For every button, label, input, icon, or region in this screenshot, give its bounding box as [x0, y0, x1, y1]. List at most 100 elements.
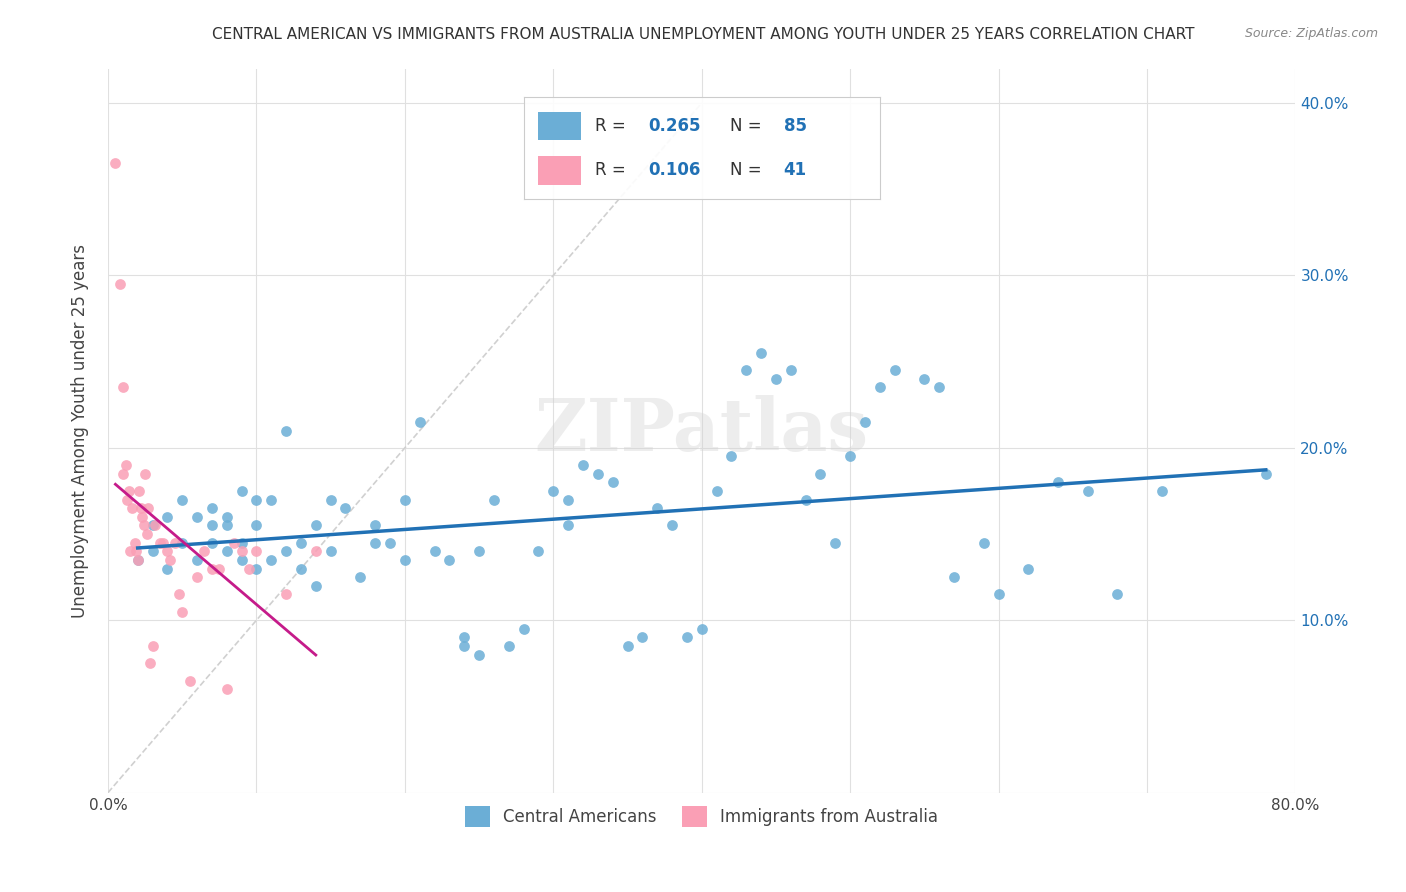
- Point: [117, 492, 139, 507]
- Point: [231, 544, 253, 558]
- Point: [274, 544, 297, 558]
- Point: [274, 424, 297, 438]
- Point: [215, 509, 238, 524]
- Point: [231, 535, 253, 549]
- Point: [290, 535, 312, 549]
- Point: [794, 492, 817, 507]
- Point: [121, 501, 143, 516]
- Point: [201, 501, 224, 516]
- Point: [394, 553, 416, 567]
- Point: [631, 631, 654, 645]
- Point: [1254, 467, 1277, 481]
- Point: [987, 587, 1010, 601]
- Point: [186, 509, 208, 524]
- Point: [274, 587, 297, 601]
- Point: [125, 544, 148, 558]
- Point: [749, 346, 772, 360]
- Text: CENTRAL AMERICAN VS IMMIGRANTS FROM AUSTRALIA UNEMPLOYMENT AMONG YOUTH UNDER 25 : CENTRAL AMERICAN VS IMMIGRANTS FROM AUST…: [212, 27, 1194, 42]
- Point: [364, 535, 387, 549]
- Point: [1017, 561, 1039, 575]
- Point: [159, 553, 181, 567]
- Point: [364, 518, 387, 533]
- Point: [943, 570, 966, 584]
- Point: [468, 544, 491, 558]
- Point: [201, 561, 224, 575]
- Point: [172, 605, 194, 619]
- Point: [141, 544, 163, 558]
- Point: [319, 492, 342, 507]
- Point: [378, 535, 401, 549]
- Point: [136, 501, 159, 516]
- Point: [111, 380, 134, 394]
- Point: [706, 483, 728, 498]
- Point: [114, 458, 136, 472]
- Point: [928, 380, 950, 394]
- Y-axis label: Unemployment Among Youth under 25 years: Unemployment Among Youth under 25 years: [72, 244, 89, 617]
- Point: [305, 579, 328, 593]
- Point: [149, 535, 172, 549]
- Point: [883, 363, 905, 377]
- Point: [186, 553, 208, 567]
- Point: [186, 570, 208, 584]
- Point: [172, 535, 194, 549]
- Point: [215, 544, 238, 558]
- Point: [557, 518, 579, 533]
- Point: [167, 587, 190, 601]
- Point: [245, 492, 267, 507]
- Point: [128, 483, 150, 498]
- Point: [602, 475, 624, 490]
- Point: [156, 544, 179, 558]
- Point: [439, 553, 461, 567]
- Point: [661, 518, 683, 533]
- Legend: Central Americans, Immigrants from Australia: Central Americans, Immigrants from Austr…: [457, 798, 946, 835]
- Point: [111, 467, 134, 481]
- Point: [349, 570, 371, 584]
- Point: [690, 622, 713, 636]
- Text: ZIPatlas: ZIPatlas: [534, 395, 869, 467]
- Point: [193, 544, 215, 558]
- Point: [394, 492, 416, 507]
- Point: [127, 553, 149, 567]
- Point: [145, 518, 167, 533]
- Point: [572, 458, 595, 472]
- Point: [260, 492, 283, 507]
- Point: [319, 544, 342, 558]
- Point: [305, 518, 328, 533]
- Point: [224, 535, 246, 549]
- Point: [616, 639, 638, 653]
- Point: [468, 648, 491, 662]
- Point: [141, 518, 163, 533]
- Point: [120, 544, 142, 558]
- Point: [735, 363, 758, 377]
- Point: [163, 535, 186, 549]
- Point: [172, 492, 194, 507]
- Point: [482, 492, 505, 507]
- Point: [779, 363, 801, 377]
- Point: [118, 483, 141, 498]
- Point: [135, 527, 157, 541]
- Point: [245, 561, 267, 575]
- Text: Source: ZipAtlas.com: Source: ZipAtlas.com: [1244, 27, 1378, 40]
- Point: [132, 518, 155, 533]
- Point: [335, 501, 357, 516]
- Point: [676, 631, 699, 645]
- Point: [108, 277, 131, 291]
- Point: [453, 639, 475, 653]
- Point: [156, 561, 179, 575]
- Point: [208, 561, 231, 575]
- Point: [869, 380, 891, 394]
- Point: [527, 544, 550, 558]
- Point: [810, 467, 832, 481]
- Point: [498, 639, 520, 653]
- Point: [260, 553, 283, 567]
- Point: [104, 156, 127, 170]
- Point: [215, 682, 238, 697]
- Point: [245, 518, 267, 533]
- Point: [201, 518, 224, 533]
- Point: [156, 509, 179, 524]
- Point: [231, 483, 253, 498]
- Point: [231, 553, 253, 567]
- Point: [238, 561, 260, 575]
- Point: [290, 561, 312, 575]
- Point: [201, 535, 224, 549]
